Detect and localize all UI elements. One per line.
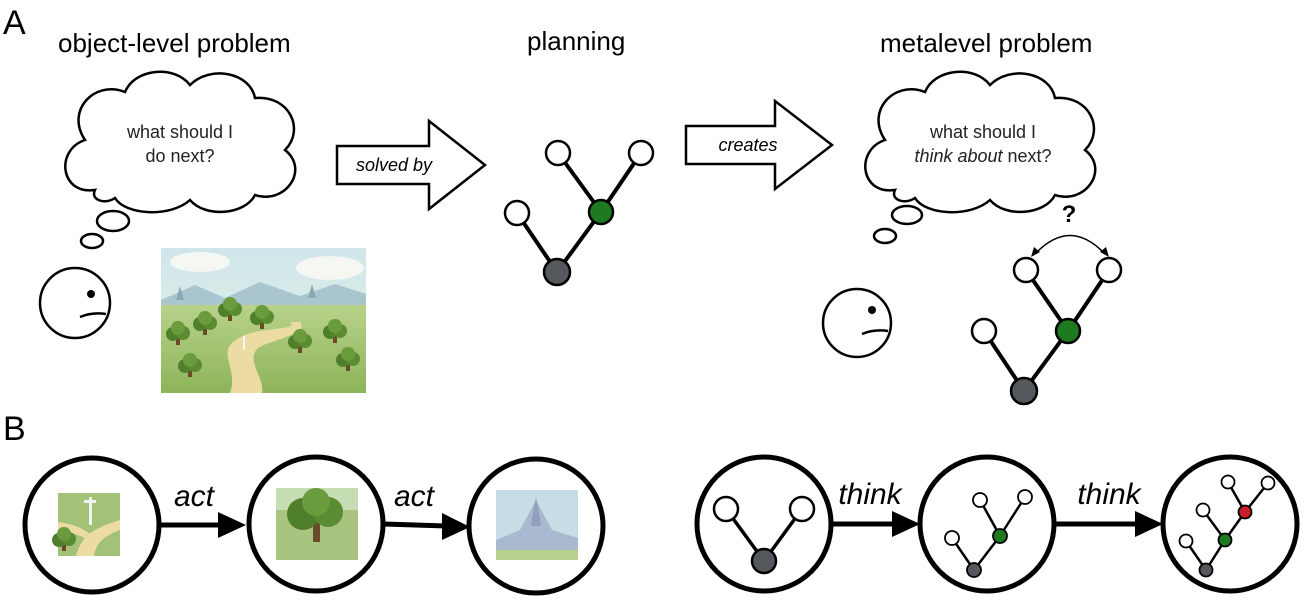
person-face-icon	[38, 266, 112, 340]
tree-node	[970, 317, 998, 345]
castle-thumbnail	[496, 490, 578, 560]
panel-a-letter: A	[3, 4, 26, 42]
tree-node	[1012, 256, 1040, 284]
tree-node-red	[1237, 504, 1253, 520]
tree-graph-icon	[944, 489, 1033, 578]
tree-node	[712, 495, 740, 523]
tree-node	[1195, 502, 1211, 518]
tree-node	[544, 139, 572, 167]
think-label-1: think	[838, 478, 903, 511]
tree-graph-icon	[712, 495, 816, 575]
tree-node-green	[587, 198, 615, 226]
meta-bubble-line1: what should I	[929, 122, 1036, 142]
creates-label: creates	[718, 135, 777, 155]
thought-bubble-icon	[864, 70, 1097, 245]
tree-node	[1178, 533, 1194, 549]
question-mark: ?	[1062, 201, 1077, 228]
tree-node	[1220, 474, 1236, 490]
think-state-circle-2	[917, 454, 1057, 594]
think-arrow-1-head	[892, 511, 920, 537]
planning-title: planning	[527, 26, 625, 56]
object-bubble-line1: what should I	[126, 122, 233, 142]
act-arrow-2	[383, 521, 447, 529]
tree-node-green	[992, 528, 1008, 544]
thought-bubble-icon	[64, 70, 297, 250]
landscape-crossroads-thumbnail	[52, 493, 120, 556]
tree-node	[788, 495, 816, 523]
landscape-illustration	[161, 248, 366, 393]
tree-graph-icon	[503, 139, 655, 287]
think-state-circle-1	[694, 454, 834, 594]
tree-landscape-thumbnail	[276, 488, 358, 560]
tree-node-root	[966, 562, 982, 578]
solved-by-arrow	[335, 118, 488, 212]
panel-b-letter: B	[3, 410, 26, 448]
tree-node	[627, 139, 655, 167]
act-label-2: act	[394, 480, 436, 513]
act-arrow-1-head	[218, 512, 246, 538]
metalevel-title: metalevel problem	[880, 28, 1092, 58]
meta-bubble-rest: next?	[1003, 146, 1052, 166]
tree-node	[1095, 256, 1123, 284]
tree-node-root	[1009, 376, 1039, 406]
tree-graph-icon	[970, 256, 1123, 406]
tree-node-green	[1217, 532, 1233, 548]
tree-node	[972, 492, 988, 508]
meta-bubble-italic: think about	[914, 146, 1003, 166]
tree-node-root	[542, 257, 572, 287]
tree-node	[944, 530, 960, 546]
creates-arrow	[684, 98, 835, 192]
act-label-1: act	[174, 480, 216, 513]
object-level-title: object-level problem	[58, 28, 291, 58]
meta-bubble-line2: think about next?	[914, 146, 1051, 166]
tree-node-root	[1198, 562, 1214, 578]
tree-node	[1017, 489, 1033, 505]
curved-double-arrow-icon	[1031, 234, 1109, 257]
think-label-2: think	[1077, 478, 1142, 511]
object-bubble-line2: do next?	[145, 146, 214, 166]
solved-by-label: solved by	[356, 155, 433, 175]
tree-node	[1260, 475, 1276, 491]
tree-node-green	[1054, 317, 1082, 345]
tree-graph-icon	[1178, 474, 1276, 578]
think-arrow-2-head	[1135, 511, 1163, 537]
tree-node-root	[750, 547, 778, 575]
tree-node	[503, 199, 531, 227]
person-face-icon	[821, 287, 893, 359]
act-arrow-2-head	[442, 513, 470, 540]
